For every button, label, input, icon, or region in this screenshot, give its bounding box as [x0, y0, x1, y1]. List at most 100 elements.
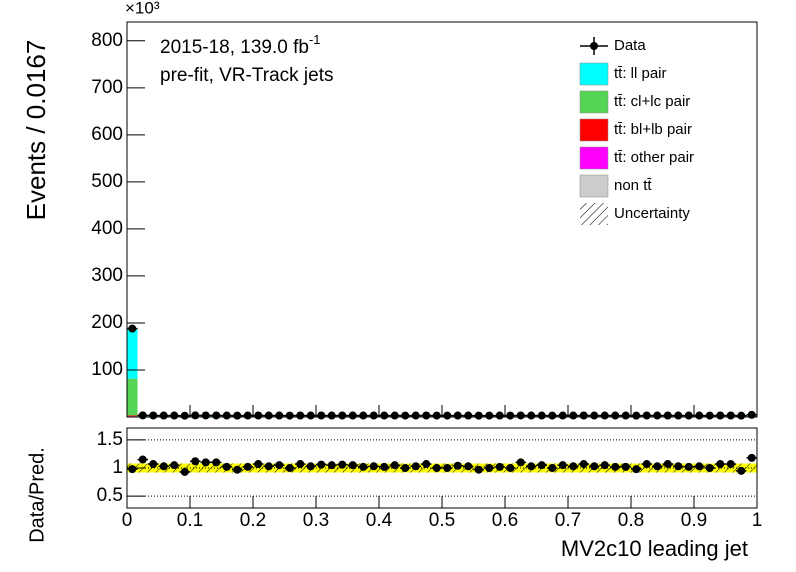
ratio-point [747, 453, 756, 462]
data-point [317, 411, 326, 420]
data-point [653, 411, 662, 420]
ratio-point [684, 462, 693, 471]
data-point [191, 411, 200, 420]
x-tick-label: 1 [752, 510, 763, 531]
data-point [474, 411, 483, 420]
data-point [327, 411, 336, 420]
data-point [464, 411, 473, 420]
ratio-point [674, 462, 683, 471]
data-point [695, 411, 704, 420]
data-point [170, 411, 179, 420]
legend-label: tt̄: other pair [614, 149, 694, 166]
data-point [579, 411, 588, 420]
y-tick-label: 700 [91, 77, 123, 98]
legend-swatch [580, 203, 608, 225]
ratio-point [516, 458, 525, 467]
data-point [233, 411, 242, 420]
data-point [243, 411, 252, 420]
ratio-point [600, 461, 609, 470]
y-tick-label: 600 [91, 124, 123, 145]
ratio-point [149, 460, 158, 469]
data-point [663, 411, 672, 420]
bar [127, 378, 138, 416]
data-point [537, 411, 546, 420]
ratio-point [212, 458, 221, 467]
data-point [411, 411, 420, 420]
ratio-point [453, 461, 462, 470]
ratio-point [348, 461, 357, 470]
scale-label: ×10³ [125, 0, 160, 17]
x-tick-label: 0.9 [681, 510, 707, 531]
data-point [180, 411, 189, 420]
data-point [296, 411, 305, 420]
ratio-point [432, 464, 441, 472]
legend-data-marker [590, 42, 598, 50]
ratio-point [474, 465, 483, 474]
legend-swatch [579, 62, 609, 86]
data-point [737, 411, 746, 420]
x-tick-label: 0 [122, 510, 133, 531]
ratio-point [191, 457, 200, 466]
data-point [422, 411, 431, 420]
data-point [128, 324, 137, 333]
y-tick-label: 400 [91, 218, 123, 239]
ratio-point [579, 460, 588, 469]
ratio-point [642, 460, 651, 469]
ratio-point [296, 460, 305, 469]
legend-label: Data [614, 37, 646, 54]
data-point [275, 411, 284, 420]
data-point [548, 411, 557, 420]
ratio-point [653, 462, 662, 471]
data-point [674, 411, 683, 420]
bar [127, 415, 138, 417]
data-point [716, 411, 725, 420]
ratio-point [716, 460, 725, 469]
data-point [485, 411, 494, 420]
data-point [726, 411, 735, 420]
y-tick-label: 800 [91, 30, 123, 51]
ratio-point [180, 467, 189, 476]
legend-label: Uncertainty [614, 205, 690, 222]
ratio-point [443, 464, 452, 472]
data-point [684, 411, 693, 420]
data-point [159, 411, 168, 420]
ratio-point [338, 460, 347, 469]
data-point [212, 411, 221, 420]
ratio-point [726, 460, 735, 469]
ratio-point [275, 461, 284, 470]
data-point [338, 411, 347, 420]
y-tick-label: 100 [91, 359, 123, 380]
ratio-point [537, 461, 546, 470]
legend-swatch [579, 146, 609, 170]
ratio-point [170, 461, 179, 470]
x-tick-label: 0.7 [555, 510, 581, 531]
ratio-point [264, 462, 273, 471]
ratio-point [663, 460, 672, 469]
data-point [254, 411, 263, 420]
data-point [380, 411, 389, 420]
ratio-point [737, 466, 746, 475]
legend-swatch [579, 118, 609, 142]
ratio-point [495, 462, 504, 471]
x-tick-label: 0.5 [429, 510, 455, 531]
data-point [506, 411, 515, 420]
data-point [443, 411, 452, 420]
ratio-point [632, 465, 641, 474]
y-tick-label: 300 [91, 265, 123, 286]
data-point [600, 411, 609, 420]
y-tick-label: 500 [91, 171, 123, 192]
ratio-point [705, 464, 714, 472]
data-point [149, 411, 158, 420]
ratio-point [506, 464, 515, 472]
ratio-point [138, 455, 147, 464]
ratio-point [254, 460, 263, 469]
bar [127, 329, 138, 379]
ratio-point [359, 462, 368, 471]
ratio-point [411, 462, 420, 471]
data-point [453, 411, 462, 420]
data-point [264, 411, 273, 420]
ratio-point [390, 461, 399, 470]
ratio-point [695, 462, 704, 471]
data-point [201, 411, 210, 420]
